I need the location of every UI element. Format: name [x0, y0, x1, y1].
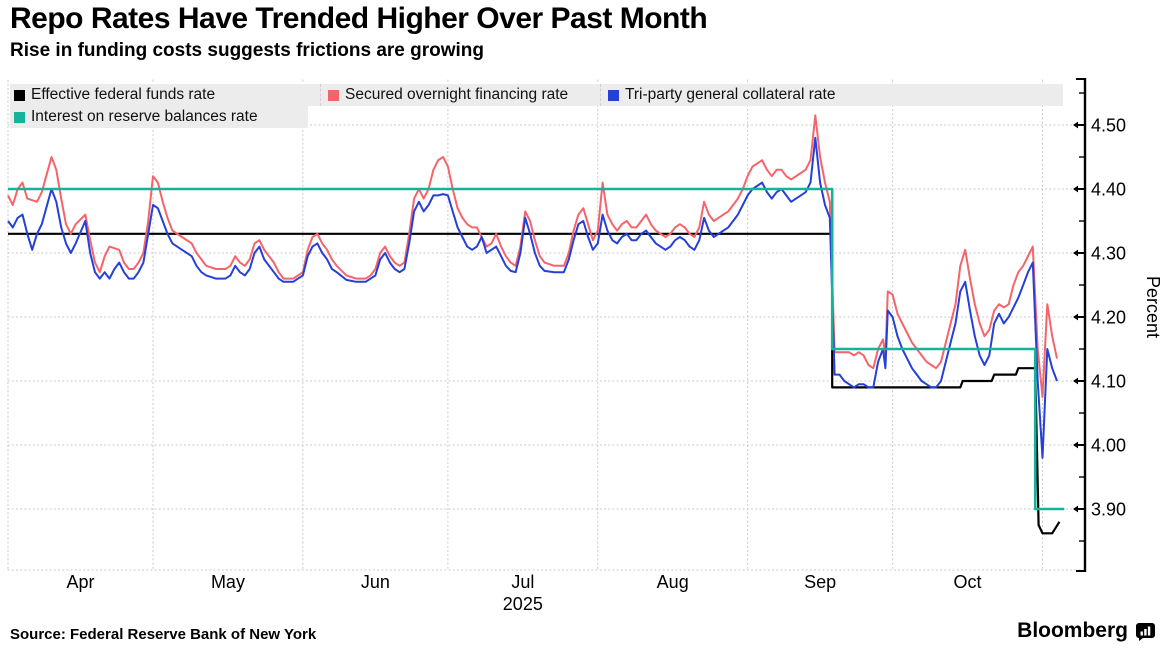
y-tick-arrow	[1073, 505, 1078, 513]
x-tick-label: Oct	[954, 572, 982, 592]
y-tick-arrow	[1073, 313, 1078, 321]
legend-label: Interest on reserve balances rate	[31, 108, 258, 125]
y-tick-arrow	[1073, 121, 1078, 129]
x-tick-label: May	[211, 572, 245, 592]
y-tick-label: 4.50	[1091, 116, 1126, 136]
legend-swatch-icon	[608, 89, 619, 101]
legend-row-2: Interest on reserve balances rate	[10, 106, 308, 128]
y-tick-arrow	[1073, 441, 1078, 449]
y-tick-label: 4.40	[1091, 180, 1126, 200]
y-tick-label: 4.20	[1091, 308, 1126, 328]
series-line	[8, 232, 1061, 535]
x-tick-label: Apr	[67, 572, 95, 592]
legend-item: Tri-party general collateral rate	[608, 84, 835, 106]
legend-label: Effective federal funds rate	[31, 86, 216, 103]
bloomberg-logo-icon	[1136, 622, 1155, 641]
legend-label: Secured overnight financing rate	[345, 86, 569, 103]
bloomberg-brand: Bloomberg	[1017, 619, 1156, 643]
legend-separator	[320, 84, 321, 106]
x-tick-label: Sep	[804, 572, 836, 592]
y-tick-label: 4.00	[1091, 436, 1126, 456]
legend-item: Secured overnight financing rate	[328, 84, 568, 106]
y-tick-label: 3.90	[1091, 500, 1126, 520]
y-tick-label: 4.10	[1091, 372, 1126, 392]
legend-item: Effective federal funds rate	[14, 84, 215, 106]
y-tick-label: 4.30	[1091, 244, 1126, 264]
y-tick-arrow	[1073, 249, 1078, 257]
legend-swatch-icon	[14, 89, 25, 101]
x-axis-year-label: 2025	[503, 594, 543, 614]
x-tick-label: Jun	[361, 572, 390, 592]
page-subtitle: Rise in funding costs suggests frictions…	[10, 40, 485, 61]
legend-label: Tri-party general collateral rate	[625, 86, 836, 103]
series-line	[7, 114, 1058, 398]
legend-item: Interest on reserve balances rate	[14, 106, 258, 128]
y-axis-title: Percent	[1143, 276, 1163, 338]
y-tick-arrow	[1073, 185, 1078, 193]
bloomberg-wordmark: Bloomberg	[1017, 619, 1128, 642]
series-line	[8, 187, 1065, 511]
x-tick-label: Aug	[657, 572, 689, 592]
legend-swatch-icon	[14, 111, 25, 123]
legend-separator	[600, 84, 601, 106]
source-text: Source: Federal Reserve Bank of New York	[10, 626, 317, 643]
legend-row-1: Effective federal funds rate Secured over…	[10, 84, 1063, 106]
legend-swatch-icon	[328, 89, 339, 101]
series-line	[7, 136, 1058, 459]
y-tick-arrow	[1073, 377, 1078, 385]
x-tick-label: Jul	[511, 572, 534, 592]
page-title: Repo Rates Have Trended Higher Over Past…	[10, 2, 708, 35]
